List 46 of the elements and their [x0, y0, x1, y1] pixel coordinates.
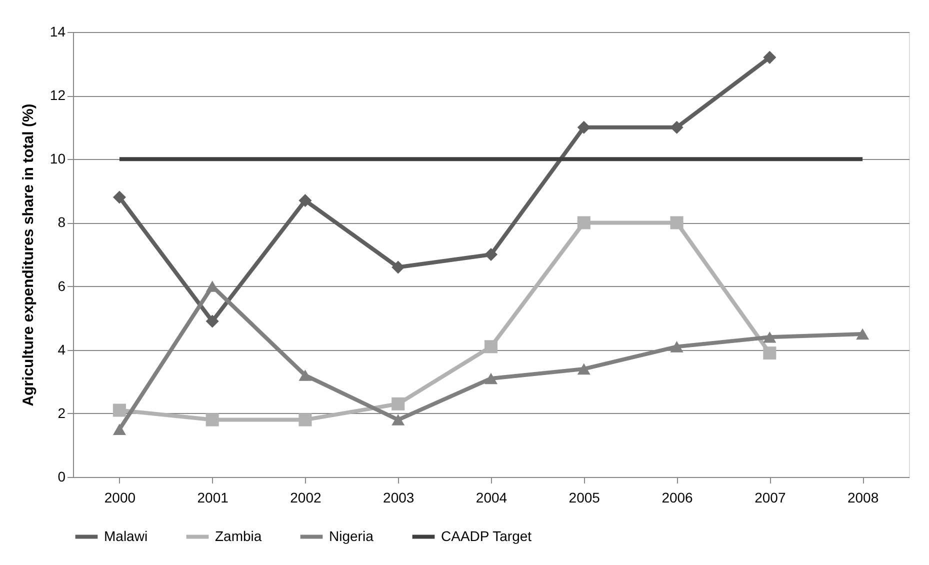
- point: [484, 340, 498, 354]
- point: [392, 414, 405, 426]
- y-tick-label: 10: [50, 150, 66, 167]
- legend-label: Malawi: [104, 528, 148, 544]
- legend-label: CAADP Target: [441, 528, 532, 544]
- x-tick-label: 2000: [104, 490, 136, 506]
- point: [112, 404, 126, 417]
- point: [392, 260, 405, 274]
- point: [763, 331, 776, 343]
- y-tick-label: 6: [58, 278, 66, 294]
- legend-label: Zambia: [215, 528, 262, 544]
- point: [392, 397, 405, 410]
- point: [298, 194, 312, 207]
- point: [298, 370, 312, 381]
- point: [670, 341, 684, 352]
- point: [206, 314, 219, 328]
- point: [112, 190, 126, 204]
- point: [577, 363, 590, 375]
- point: [856, 328, 870, 340]
- point: [670, 216, 684, 230]
- point: [763, 50, 776, 64]
- point: [763, 346, 776, 360]
- legend-label: Nigeria: [329, 528, 374, 544]
- y-tick-label: 8: [58, 214, 66, 230]
- y-tick-label: 4: [58, 341, 66, 358]
- x-tick-label: 2002: [290, 490, 322, 506]
- x-tick-label: 2005: [568, 490, 600, 506]
- point: [112, 424, 126, 435]
- point: [670, 120, 684, 134]
- y-axis-title: Agriculture expenditures share in total (%): [20, 104, 37, 406]
- x-tick-label: 2008: [847, 490, 879, 506]
- point: [484, 372, 498, 384]
- y-tick-label: 14: [50, 24, 66, 40]
- point: [484, 248, 498, 262]
- y-tick-label: 12: [50, 87, 66, 104]
- point: [577, 120, 590, 134]
- y-tick-label: 2: [58, 404, 66, 421]
- point: [298, 413, 312, 426]
- x-tick-label: 2003: [383, 490, 414, 506]
- point: [577, 216, 590, 230]
- x-tick-label: 2007: [754, 490, 786, 506]
- x-tick-label: 2006: [662, 490, 694, 506]
- y-tick-label: 0: [58, 468, 66, 484]
- x-tick-label: 2001: [197, 490, 229, 506]
- point: [206, 413, 219, 426]
- x-tick-label: 2004: [476, 490, 508, 506]
